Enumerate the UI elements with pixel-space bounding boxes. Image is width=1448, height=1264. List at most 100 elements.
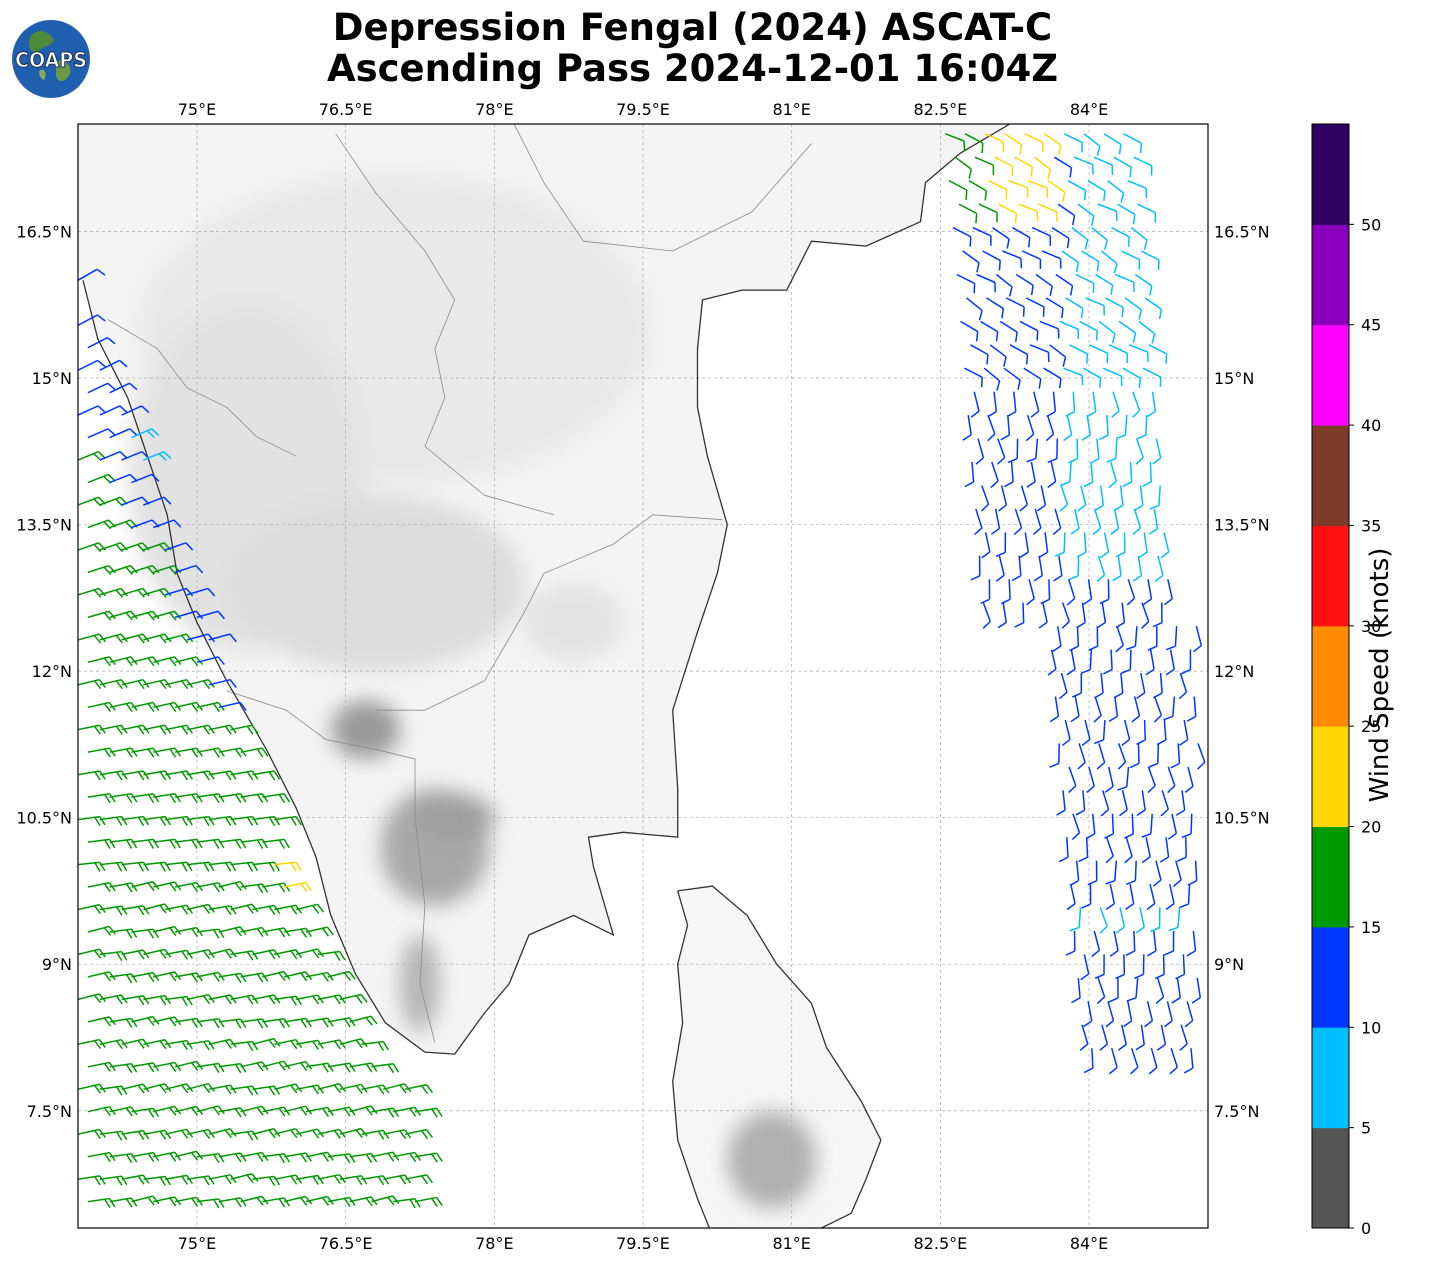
wind-barb: [1146, 883, 1156, 911]
colorbar-segment: [1312, 726, 1349, 828]
wind-barb: [305, 1062, 334, 1073]
lon-tick-label-bottom: 76.5°E: [319, 1234, 373, 1253]
terrain-patch: [524, 583, 624, 662]
wind-barb: [1075, 273, 1095, 293]
wind-barb: [109, 656, 138, 667]
colorbar-segment: [1312, 124, 1349, 225]
wind-barb: [87, 610, 116, 621]
wind-barb: [1108, 1047, 1118, 1075]
wind-barb: [1111, 391, 1120, 418]
wind-barb: [1098, 320, 1116, 344]
wind-barb: [414, 1196, 443, 1207]
wind-barb: [131, 880, 160, 892]
wind-barb: [1108, 696, 1119, 723]
wind-barb: [1038, 203, 1058, 222]
wind-barb: [1102, 367, 1123, 386]
wind-barb: [1071, 977, 1081, 1004]
wind-barb: [78, 314, 106, 326]
wind-barb: [1096, 977, 1106, 1005]
wind-barb: [1019, 320, 1039, 341]
wind-barb: [284, 1105, 313, 1116]
wind-barb: [996, 438, 1006, 465]
wind-barb: [998, 203, 1018, 224]
wind-barb: [1155, 977, 1165, 1005]
wind-barb: [1034, 156, 1052, 180]
wind-barb: [1150, 907, 1161, 933]
wind-barb: [186, 633, 216, 643]
wind-barb: [1063, 367, 1084, 386]
wind-barb: [1065, 930, 1076, 956]
wind-barb: [1082, 367, 1102, 388]
wind-barb: [230, 903, 259, 914]
wind-barb: [153, 1105, 182, 1116]
wind-barb: [974, 156, 995, 176]
wind-barb: [1015, 273, 1034, 296]
wind-barb: [1003, 367, 1021, 390]
wind-barb: [1019, 485, 1029, 512]
wind-barb: [1009, 344, 1029, 365]
wind-barb: [1153, 696, 1163, 723]
wind-barb: [327, 1062, 356, 1073]
wind-barb: [982, 602, 991, 629]
wind-barb: [240, 1195, 269, 1206]
wind-barb: [165, 633, 194, 644]
wind-barb: [1029, 344, 1050, 363]
wind-barb: [349, 1152, 378, 1164]
wind-barb: [1152, 602, 1163, 628]
wind-barb: [109, 1017, 138, 1028]
wind-barb: [78, 359, 106, 371]
wind-barb: [1160, 532, 1170, 559]
wind-barb: [274, 1083, 303, 1094]
terrain-patch: [727, 1110, 817, 1209]
terrain-patch: [226, 495, 525, 672]
wind-barb: [284, 1152, 312, 1163]
wind-barb: [99, 861, 128, 872]
wind-barb: [87, 336, 116, 349]
wind-barb: [970, 391, 980, 418]
wind-barb: [1081, 719, 1091, 747]
wind-barb: [1088, 344, 1109, 364]
wind-barb: [165, 1083, 194, 1094]
state-border: [226, 690, 436, 1043]
wind-barb: [970, 555, 981, 581]
wind-barb: [121, 861, 150, 872]
wind-barb: [1120, 649, 1132, 675]
wind-barb: [1097, 203, 1118, 222]
wind-barb: [1081, 414, 1092, 441]
wind-barb: [339, 1127, 368, 1139]
wind-barb: [99, 950, 128, 962]
wind-barb: [1059, 320, 1080, 340]
wind-barb: [1087, 180, 1106, 201]
wind-barb: [393, 1198, 421, 1209]
wind-barb: [131, 473, 160, 484]
wind-barb: [1124, 297, 1143, 320]
wind-barb: [1077, 203, 1095, 226]
coastlines: [82, 124, 1011, 1228]
wind-barb: [186, 1082, 216, 1094]
wind-barb: [1131, 696, 1141, 723]
wind-barb: [1167, 766, 1176, 794]
colorbar: 0 5 10 15 20 25 30 35 40 45 50: [1311, 123, 1381, 1238]
wind-barb: [165, 1039, 193, 1051]
lon-tick-label-top: 78°E: [475, 100, 513, 119]
wind-barb: [995, 555, 1005, 582]
colorbar-tick-label: 30: [1361, 617, 1381, 636]
wind-barb: [1191, 977, 1202, 1004]
wind-barb: [962, 414, 972, 441]
wind-barb: [121, 905, 150, 916]
wind-barb: [78, 633, 107, 644]
wind-barb: [1078, 837, 1089, 863]
wind-barb: [1066, 649, 1076, 676]
page-title: Depression Fengal (2024) ASCAT-C: [332, 6, 1053, 49]
wind-barb: [1025, 414, 1035, 442]
wind-barb: [1132, 391, 1141, 418]
wind-barb: [284, 927, 312, 938]
wind-barb: [1121, 719, 1131, 747]
wind-barb: [131, 838, 160, 849]
wind-barb: [1108, 344, 1129, 364]
colorbar-segment: [1312, 324, 1349, 426]
wind-barb: [295, 1174, 324, 1185]
wind-barb: [972, 226, 992, 246]
wind-barb: [1038, 532, 1049, 558]
lat-tick-label-left: 9°N: [42, 955, 72, 974]
